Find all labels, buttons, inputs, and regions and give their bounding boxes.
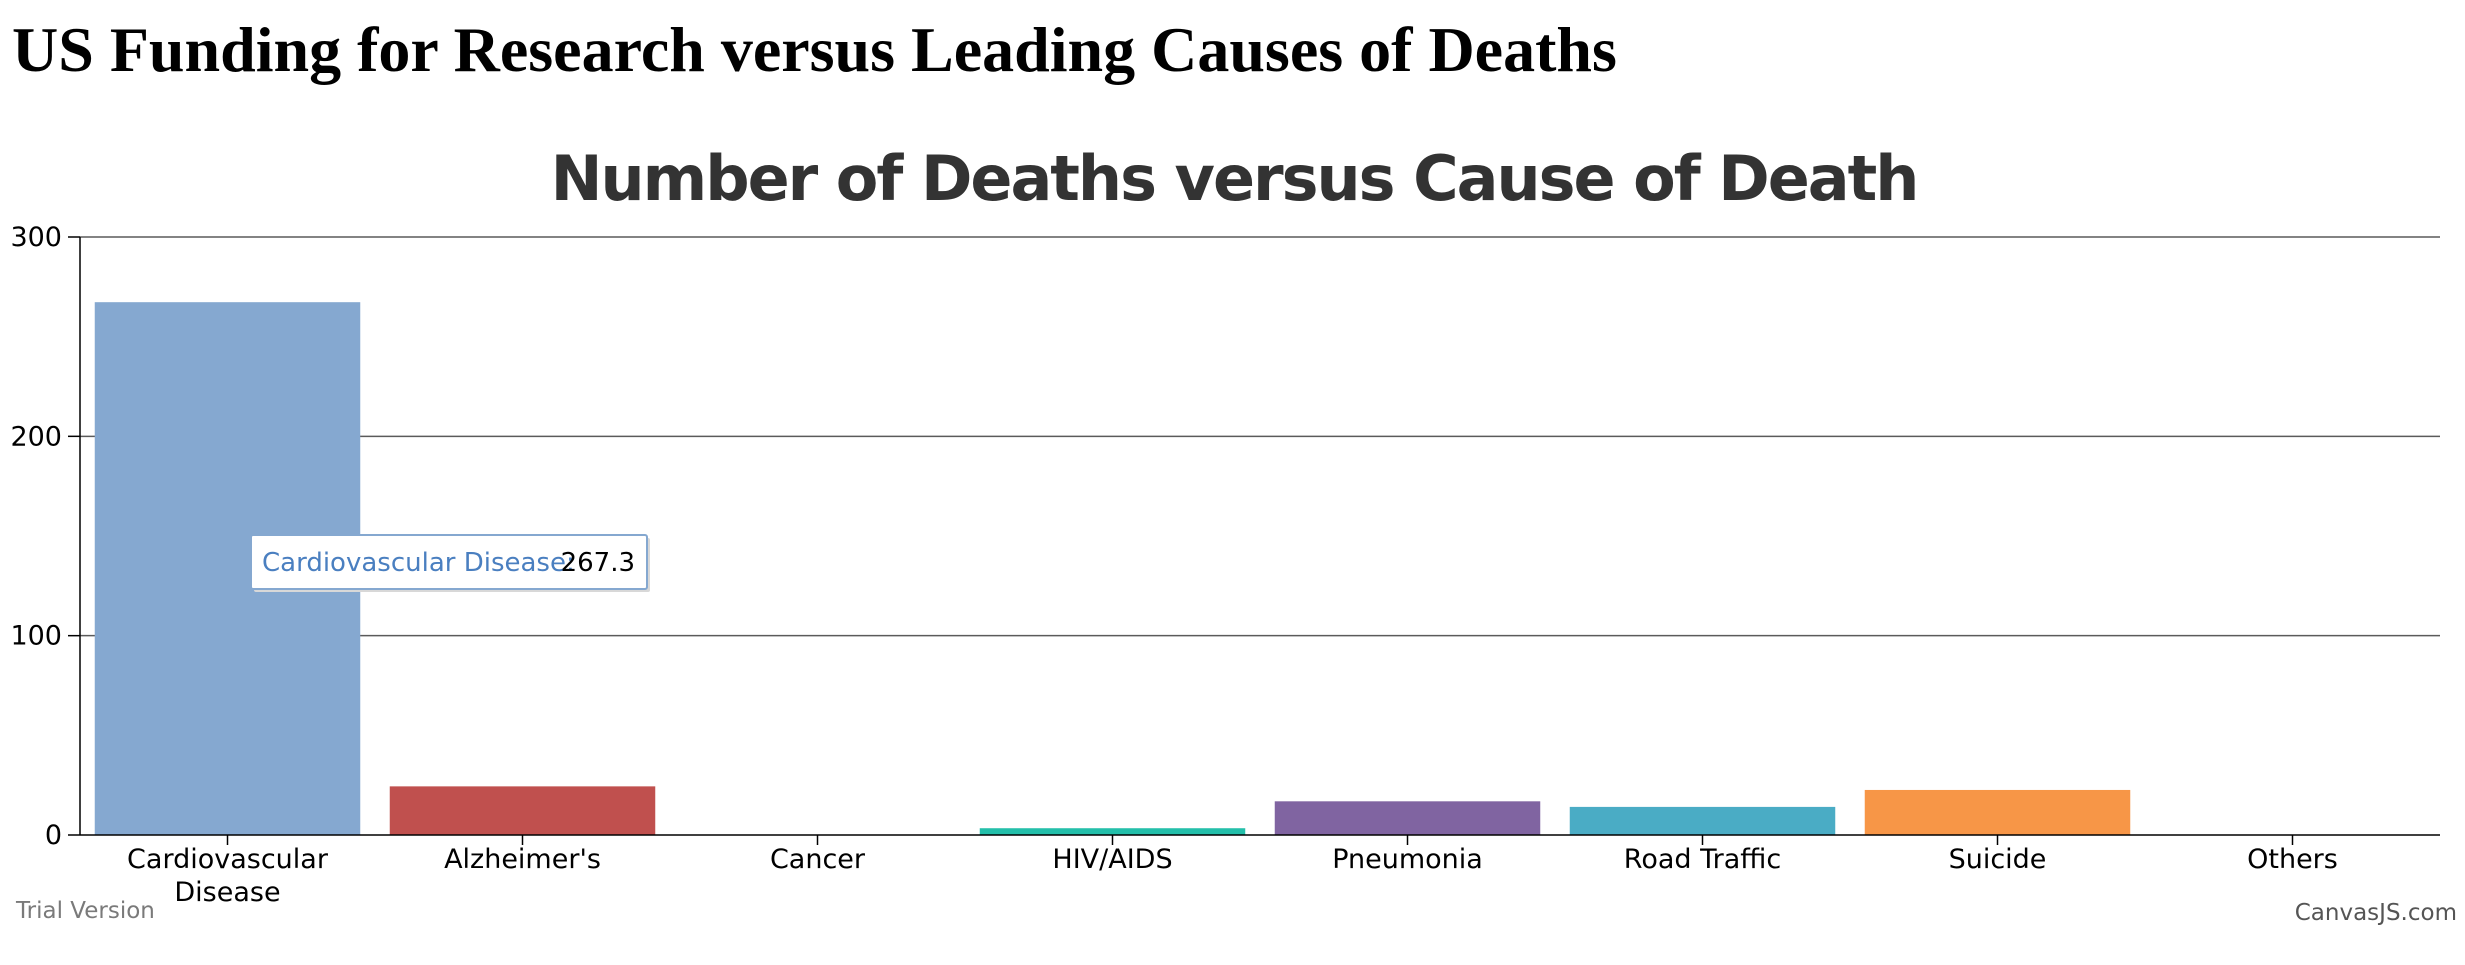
x-tick-label: Pneumonia [1332, 844, 1483, 875]
y-tick-label: 100 [10, 621, 62, 652]
trial-watermark: Trial Version [16, 898, 155, 924]
category-labels: Cardiovascular Disease Alzheimer's Cancer HI… [127, 844, 2338, 908]
chart-title: Number of Deaths versus Cause of Death [551, 142, 1918, 215]
canvasjs-credit-link[interactable]: CanvasJS.com [2294, 900, 2457, 926]
page-heading: US Funding for Research versus Leading C… [12, 14, 1617, 85]
tooltip: Cardiovascular Disease:267.3 [250, 534, 650, 592]
x-tick-label: HIV/AIDS [1052, 844, 1172, 875]
x-tick-label: Others [2247, 844, 2338, 875]
y-tick-label: 0 [45, 820, 62, 851]
bar[interactable] [389, 786, 656, 835]
bar[interactable] [979, 828, 1246, 835]
axes: 0 100 200 300 [10, 222, 2440, 851]
grid-lines [80, 236, 2440, 637]
y-tick-label: 300 [10, 222, 62, 253]
bar[interactable] [1864, 789, 2131, 835]
x-tick-label: Suicide [1949, 844, 2047, 875]
x-tick-label: Alzheimer's [444, 844, 601, 875]
x-tick-label: Road Traffic [1624, 844, 1781, 875]
tooltip-label: Cardiovascular Disease: [262, 548, 575, 578]
x-tick-label: Cardiovascular Disease [127, 844, 329, 908]
tooltip-value: 267.3 [561, 548, 635, 578]
y-tick-label: 200 [10, 421, 62, 452]
bar[interactable] [1274, 801, 1541, 835]
x-tick-label: Cancer [770, 844, 866, 875]
tooltip-box [250, 534, 648, 590]
bar[interactable] [1569, 806, 1836, 835]
